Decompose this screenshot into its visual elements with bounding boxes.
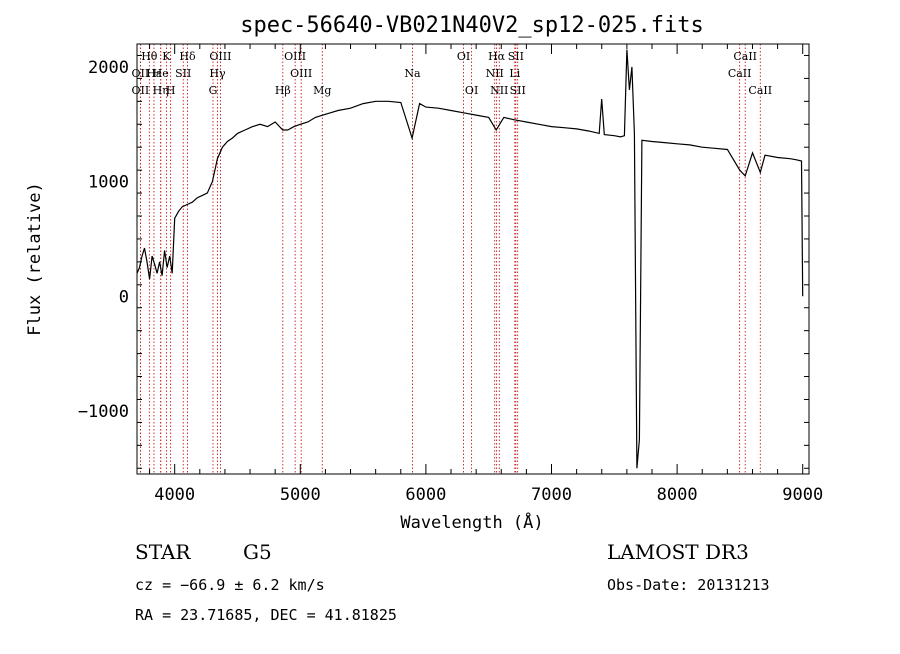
line-label: NII — [490, 84, 508, 97]
x-tick-label: 8000 — [657, 485, 698, 505]
x-tick-label: 7000 — [531, 485, 572, 505]
line-label: K — [162, 50, 171, 63]
y-tick-label: 2000 — [88, 58, 129, 78]
line-label: OIII — [209, 50, 231, 63]
y-axis: −1000 0 1000 2000 — [78, 54, 809, 469]
line-label: Hα — [488, 50, 506, 63]
line-label: Hθ — [141, 50, 158, 63]
subclass-text: G5 — [243, 540, 272, 564]
line-label: NII — [486, 67, 504, 80]
obs-date-text: Obs-Date: 20131213 — [607, 576, 770, 594]
line-label: Hη — [153, 84, 169, 97]
line-label: Hε — [146, 67, 162, 80]
line-label: SII — [510, 84, 526, 97]
line-label: G — [209, 84, 218, 97]
line-label: Hδ — [179, 50, 196, 63]
redshift-text: cz = −66.9 ± 6.2 km/s — [135, 576, 325, 594]
x-axis-label: Wavelength (Å) — [400, 511, 543, 533]
line-label: CaII — [733, 50, 757, 63]
y-tick-label: 0 — [119, 287, 129, 307]
line-label: H — [166, 84, 176, 97]
line-label: SII — [508, 50, 524, 63]
line-label: He — [153, 67, 169, 80]
line-label: OII — [132, 67, 150, 80]
x-tick-label: 4000 — [154, 485, 195, 505]
y-tick-label: −1000 — [78, 402, 129, 422]
spectrum-series-line — [136, 49, 804, 469]
line-label: CaII — [728, 67, 752, 80]
survey-text: LAMOST DR3 — [607, 540, 749, 564]
line-label: OI — [457, 50, 470, 63]
x-tick-label: 9000 — [782, 485, 823, 505]
line-label: SII — [175, 67, 191, 80]
x-tick-label: 6000 — [405, 485, 446, 505]
line-label: OIII — [284, 50, 306, 63]
line-label: OII — [132, 84, 150, 97]
plot-frame — [136, 43, 810, 475]
y-tick-label: 1000 — [88, 173, 129, 193]
coordinates-text: RA = 23.71685, DEC = 41.81825 — [135, 606, 397, 624]
line-label: OI — [465, 84, 478, 97]
line-label: Hβ — [275, 84, 291, 97]
x-tick-label: 5000 — [280, 485, 321, 505]
line-label: Hγ — [209, 67, 226, 80]
line-label: Li — [509, 67, 520, 80]
spectral-line-markers — [139, 44, 761, 474]
classification-text: STAR — [135, 540, 191, 564]
x-axis: 4000 5000 6000 7000 8000 9000 — [149, 44, 823, 505]
line-label: Na — [404, 67, 421, 80]
chart-title: spec-56640-VB021N40V2_sp12-025.fits — [240, 13, 704, 38]
line-label: CaII — [748, 84, 772, 97]
y-axis-label: Flux (relative) — [25, 182, 45, 336]
line-label: OIII — [290, 67, 312, 80]
line-label: Mg — [313, 84, 331, 97]
